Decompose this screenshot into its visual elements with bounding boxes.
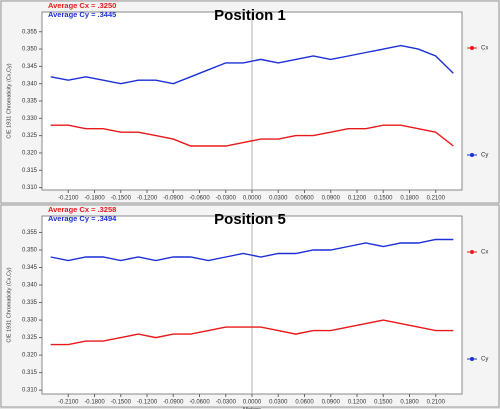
- data-line: [50, 44, 454, 85]
- x-tick-label: 0.1200: [348, 196, 367, 202]
- x-tick-label: -0.1800: [84, 196, 105, 202]
- x-tick-label: -0.1800: [84, 400, 105, 406]
- y-tick-label: 0.340: [22, 81, 38, 87]
- data-line: [50, 124, 454, 147]
- data-line: [50, 319, 454, 346]
- x-tick-label: -0.0900: [163, 196, 184, 202]
- y-tick-label: 0.310: [22, 185, 38, 191]
- x-axis-label: Meters: [243, 408, 261, 409]
- data-line: [50, 238, 454, 262]
- legend-label: Cy: [481, 357, 488, 363]
- y-tick-label: 0.335: [22, 300, 38, 306]
- x-tick-label: -0.1200: [137, 196, 158, 202]
- y-tick-label: 0.315: [22, 168, 38, 174]
- x-tick-label: 0.1500: [374, 196, 393, 202]
- y-tick-label: 0.350: [22, 47, 38, 53]
- x-tick-label: -0.2100: [58, 196, 79, 202]
- x-tick-label: 0.0600: [295, 196, 314, 202]
- y-tick-label: 0.345: [22, 64, 38, 70]
- x-tick-label: -0.0600: [189, 196, 210, 202]
- x-tick-label: 0.0900: [322, 196, 341, 202]
- y-tick-label: 0.330: [22, 318, 38, 324]
- x-tick-label: -0.0300: [216, 400, 237, 406]
- chart-title: Position 1: [214, 7, 286, 24]
- x-tick-label: 0.1800: [400, 400, 419, 406]
- y-tick-label: 0.350: [22, 248, 38, 254]
- x-tick-label: 0.0300: [269, 196, 288, 202]
- x-tick-label: 0.1800: [400, 196, 419, 202]
- x-tick-label: 0.0900: [322, 400, 341, 406]
- y-tick-label: 0.320: [22, 151, 38, 157]
- y-tick-label: 0.330: [22, 116, 38, 122]
- x-tick-label: 0.0000: [243, 196, 262, 202]
- x-tick-label: 0.1500: [374, 400, 393, 406]
- y-tick-label: 0.310: [22, 388, 38, 394]
- x-tick-label: -0.1500: [111, 400, 132, 406]
- x-tick-label: -0.0900: [163, 400, 184, 406]
- y-tick-label: 0.315: [22, 370, 38, 376]
- x-tick-label: 0.0000: [243, 400, 262, 406]
- legend-label: Cx: [481, 46, 488, 52]
- x-tick-label: -0.1200: [137, 400, 158, 406]
- y-tick-label: 0.335: [22, 99, 38, 105]
- y-tick-label: 0.325: [22, 335, 38, 341]
- x-tick-label: 0.2100: [427, 400, 446, 406]
- chart-title: Position 5: [214, 211, 286, 228]
- x-tick-label: -0.1500: [111, 196, 132, 202]
- annotation: Average Cy = .3445: [48, 10, 116, 19]
- x-tick-label: 0.0600: [295, 400, 314, 406]
- x-tick-label: 0.0300: [269, 400, 288, 406]
- y-tick-label: 0.355: [22, 29, 38, 35]
- legend-label: Cy: [481, 153, 488, 159]
- annotation: Average Cx = .3250: [48, 1, 116, 10]
- annotation: Average Cx = .3258: [48, 205, 116, 214]
- y-axis-label: CIE 1931 Chromaticity (Cx,Cy): [6, 267, 12, 342]
- x-tick-label: -0.0600: [189, 400, 210, 406]
- y-axis-label: CIE 1931 Chromaticity (Cx,Cy): [6, 63, 12, 138]
- x-tick-label: 0.1200: [348, 400, 367, 406]
- y-tick-label: 0.355: [22, 230, 38, 236]
- annotation: Average Cy = .3494: [48, 214, 117, 223]
- x-tick-label: -0.2100: [58, 400, 79, 406]
- legend-label: Cx: [481, 250, 488, 256]
- y-tick-label: 0.340: [22, 283, 38, 289]
- x-tick-label: 0.2100: [427, 196, 446, 202]
- y-tick-label: 0.320: [22, 353, 38, 359]
- x-tick-label: -0.0300: [216, 196, 237, 202]
- y-tick-label: 0.345: [22, 265, 38, 271]
- y-tick-label: 0.325: [22, 133, 38, 139]
